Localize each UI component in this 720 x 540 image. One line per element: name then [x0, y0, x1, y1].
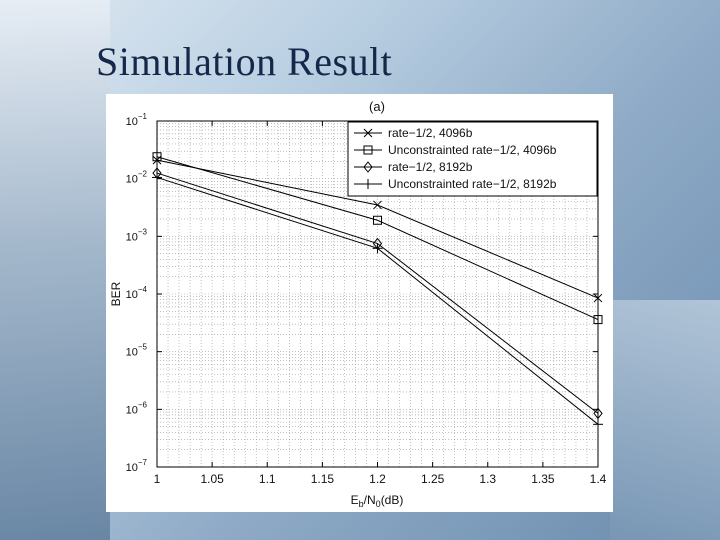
y-tick-label-exponent: −1 [138, 112, 148, 121]
marker-square [593, 315, 603, 325]
legend-entry: Unconstrainted rate−1/2, 4096b [354, 143, 557, 157]
x-axis-label-sub2: 0 [376, 499, 381, 509]
y-tick-label-base: 10 [126, 404, 138, 416]
y-tick-label-exponent: −2 [138, 170, 148, 179]
y-tick-label-base: 10 [126, 174, 138, 186]
marker-stroke [363, 128, 373, 138]
series-layer [152, 152, 603, 430]
background-decoration-right [610, 300, 720, 540]
y-tick-label-base: 10 [126, 116, 138, 128]
x-axis-label-unit: (dB) [381, 493, 404, 507]
y-tick-label-base: 10 [126, 347, 138, 359]
y-tick-label-exponent: −3 [138, 227, 148, 236]
legend-label: Unconstrainted rate−1/2, 4096b [388, 143, 557, 157]
legend-label: Unconstrainted rate−1/2, 8192b [388, 177, 557, 191]
marker-square [152, 152, 162, 162]
y-tick-label-exponent: −5 [138, 343, 148, 352]
y-axis-label: BER [109, 281, 123, 306]
marker-square [363, 145, 373, 155]
y-tick-label-exponent: −6 [138, 400, 148, 409]
y-tick-label: 10−3 [126, 227, 148, 243]
y-tick-label: 10−4 [126, 285, 148, 301]
series-line [156, 172, 599, 414]
legend-label: rate−1/2, 8192b [388, 160, 473, 174]
marker-plus [372, 243, 383, 254]
y-tick-label-base: 10 [126, 289, 138, 301]
marker-plus [593, 419, 603, 430]
series-4 [152, 172, 603, 430]
chart-title: (a) [369, 99, 385, 114]
x-tick-label: 1.15 [311, 472, 335, 486]
slide-title: Simulation Result [96, 39, 393, 84]
series-line [156, 156, 599, 321]
chart-figure: 1 1.05 1.1 1.15 1.2 1.25 1.3 1.35 1.4 10−1 10−2 10−… [106, 94, 613, 512]
marker-square [373, 215, 382, 225]
marker-plus [363, 179, 373, 189]
legend-entry: Unconstrainted rate−1/2, 8192b [354, 177, 557, 191]
x-tick-label: 1.3 [479, 472, 496, 486]
x-tick-label: 1.35 [531, 472, 555, 486]
y-tick-label-base: 10 [126, 462, 138, 474]
marker-stroke [593, 293, 603, 303]
y-tick-label: 10−6 [126, 400, 148, 416]
y-tick-label: 10−5 [126, 343, 148, 359]
legend: rate−1/2, 4096b Unconstrainted rate−1/2, … [347, 121, 598, 197]
y-tick-label-exponent: −7 [138, 458, 148, 467]
x-axis-label-mid: /N [364, 493, 376, 507]
x-tick-label: 1.2 [369, 472, 386, 486]
marker-plus [152, 172, 162, 183]
x-tick-label: 1.1 [259, 472, 276, 486]
x-axis-label: Eb/N0(dB) [351, 493, 404, 509]
legend-label: rate−1/2, 4096b [388, 126, 473, 140]
marker-diamond [593, 407, 603, 420]
legend-box [347, 121, 598, 197]
tick-layer: 1 1.05 1.1 1.15 1.2 1.25 1.3 1.35 1.410−110−210−… [126, 112, 607, 486]
marker-x [373, 200, 382, 210]
background-decoration-left [0, 0, 110, 540]
marker-x [593, 293, 603, 303]
ber-chart: 1 1.05 1.1 1.15 1.2 1.25 1.3 1.35 1.410−110−210−… [109, 99, 607, 509]
x-tick-label: 1.05 [200, 472, 224, 486]
legend-entry: rate−1/2, 8192b [354, 160, 473, 174]
marker-diamond [363, 161, 373, 173]
x-axis-label-main: E [351, 493, 359, 507]
series-1 [152, 155, 603, 303]
marker-x [363, 128, 373, 138]
x-tick-label: 1 [154, 472, 161, 486]
marker-stroke [373, 200, 382, 210]
y-tick-label: 10−7 [126, 458, 148, 474]
y-tick-label: 10−1 [126, 112, 148, 128]
x-tick-label: 1.25 [421, 472, 445, 486]
y-tick-label-base: 10 [126, 231, 138, 243]
x-tick-label: 1.4 [590, 472, 607, 486]
legend-entry: rate−1/2, 4096b [354, 126, 473, 140]
y-tick-label: 10−2 [126, 170, 148, 186]
x-axis-label-sub1: b [359, 499, 364, 509]
series-2 [152, 152, 603, 325]
y-tick-label-exponent: −4 [138, 285, 148, 294]
